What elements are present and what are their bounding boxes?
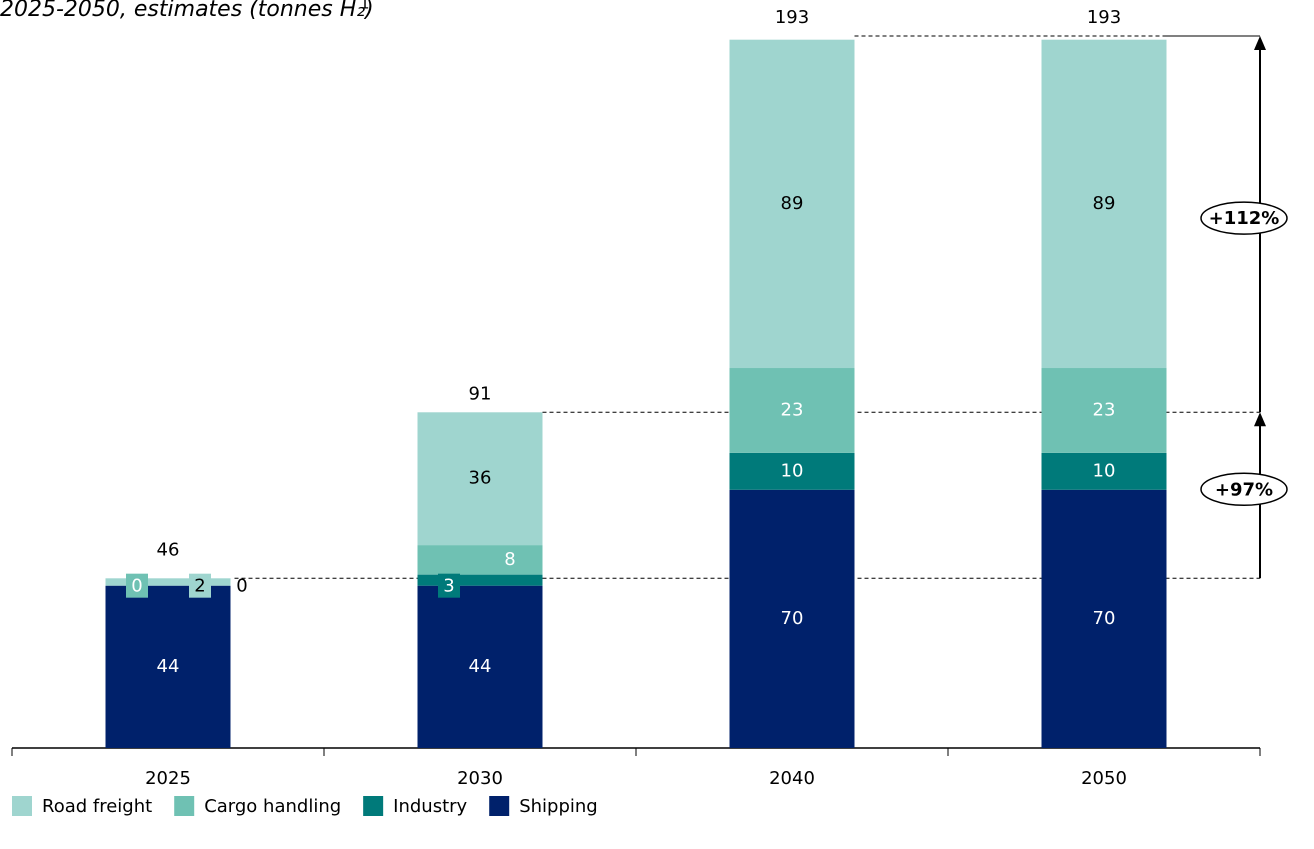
bar-segment: [729, 39, 855, 369]
data-label: 2: [194, 576, 205, 597]
total-label: 46: [157, 539, 180, 560]
bar-segment: [1041, 489, 1167, 748]
bar-segment: [729, 452, 855, 490]
data-label: 23: [781, 399, 804, 420]
arrow-head: [1254, 412, 1266, 427]
data-label: 70: [1093, 608, 1116, 629]
data-label: 89: [781, 193, 804, 214]
bar-segment: [105, 578, 231, 586]
legend-swatch: [12, 796, 32, 816]
legend-label: Industry: [393, 796, 467, 817]
annotation-bubble: [1200, 201, 1288, 235]
legend-swatch: [489, 796, 510, 816]
bar-segment: [417, 412, 543, 546]
data-label: 10: [1093, 460, 1116, 481]
data-label: 23: [1093, 399, 1116, 420]
bar-segment: [729, 368, 855, 453]
total-label: 193: [1087, 7, 1121, 28]
bar-segment: [417, 585, 543, 748]
bar-segment: [729, 489, 855, 748]
bar-segment: [105, 585, 231, 748]
data-label: 0: [236, 576, 247, 597]
legend-label: Shipping: [519, 796, 598, 817]
x-tick-label: 2025: [145, 768, 191, 789]
bar-segment: [1041, 452, 1167, 490]
legend-label: Road freight: [42, 796, 152, 817]
data-label: 3: [443, 576, 454, 597]
annotation-bubble: [1200, 472, 1288, 507]
footnote-mark: 1: [360, 0, 370, 13]
x-tick-label: 2050: [1081, 768, 1127, 789]
chart-subtitle: 2025-2050, estimates (tonnes H₂): [0, 0, 374, 22]
data-label: 70: [781, 608, 804, 629]
arrow-head: [1254, 36, 1266, 50]
label-box: [438, 573, 460, 598]
data-label: 44: [157, 656, 180, 677]
total-label: 193: [775, 7, 809, 28]
legend-swatch: [174, 796, 195, 816]
data-label: 8: [504, 549, 515, 570]
x-tick-label: 2030: [457, 768, 503, 789]
data-label: 36: [469, 468, 492, 489]
annotation: +97%: [1215, 479, 1273, 500]
bar-segment: [417, 574, 543, 586]
label-box: [126, 573, 148, 598]
bar-segment: [417, 545, 543, 575]
bar-segment: [1041, 39, 1167, 369]
legend-label: Cargo handling: [204, 796, 341, 817]
legend-swatch: [363, 796, 384, 816]
data-label: 44: [469, 656, 492, 677]
data-label: 10: [781, 460, 804, 481]
x-tick-label: 2040: [769, 768, 815, 789]
label-box: [189, 573, 211, 598]
data-label: 0: [131, 576, 142, 597]
bar-segment: [1041, 368, 1167, 453]
annotation: +112%: [1209, 208, 1280, 229]
data-label: 89: [1093, 193, 1116, 214]
total-label: 91: [469, 383, 492, 404]
